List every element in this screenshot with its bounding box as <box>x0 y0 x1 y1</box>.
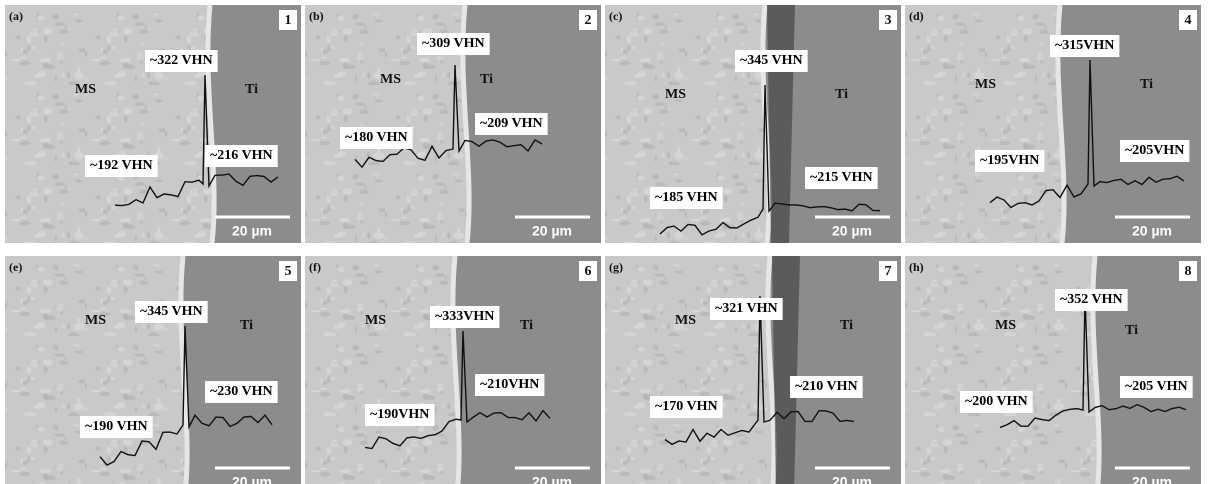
panel: (c) 3 MS Ti ~345 VHN ~185 VHN ~215 VHN 20 µm <box>605 5 901 243</box>
panel-letter: (a) <box>9 9 23 23</box>
ms-hardness: ~190VHN <box>370 407 429 422</box>
ti-label: Ti <box>520 318 533 333</box>
ms-label: MS <box>365 313 386 328</box>
panel-number: 2 <box>585 13 592 28</box>
panel: (e) 5 MS Ti ~345 VHN ~190 VHN ~230 VHN 20 µm <box>5 256 301 484</box>
ti-hardness: ~216 VHN <box>210 148 273 163</box>
ti-label: Ti <box>1125 323 1138 338</box>
panel-number: 7 <box>885 264 892 279</box>
scale-label: 20 µm <box>832 474 872 484</box>
peak-hardness: ~315VHN <box>1055 38 1114 53</box>
panel-number: 1 <box>285 13 292 28</box>
panel-number: 6 <box>585 264 592 279</box>
panel: (g) 7 MS Ti ~321 VHN ~170 VHN ~210 VHN 20 µm <box>605 256 901 484</box>
ti-hardness: ~205 VHN <box>1125 379 1188 394</box>
ti-label: Ti <box>245 82 258 97</box>
ti-label: Ti <box>480 72 493 87</box>
ms-hardness: ~190 VHN <box>85 419 148 434</box>
panel: (f) 6 MS Ti ~333VHN ~190VHN ~210VHN 20 µm <box>305 256 601 484</box>
ms-label: MS <box>75 82 96 97</box>
ms-hardness: ~200 VHN <box>965 394 1028 409</box>
ms-label: MS <box>380 72 401 87</box>
panel-letter: (e) <box>9 260 22 274</box>
panel: (a) 1 MS Ti ~322 VHN ~192 VHN ~216 VHN 20 µm <box>5 5 301 243</box>
ms-label: MS <box>975 77 996 92</box>
ms-hardness: ~170 VHN <box>655 399 718 414</box>
ti-hardness: ~205VHN <box>1125 143 1184 158</box>
ms-label: MS <box>665 87 686 102</box>
scale-label: 20 µm <box>532 223 572 239</box>
ms-label: MS <box>995 318 1016 333</box>
panel: (b) 2 MS Ti ~309 VHN ~180 VHN ~209 VHN 20 µm <box>305 5 601 243</box>
ms-label: MS <box>675 313 696 328</box>
scale-label: 20 µm <box>1132 474 1172 484</box>
scale-label: 20 µm <box>232 223 272 239</box>
peak-hardness: ~333VHN <box>435 309 494 324</box>
panel: (h) 8 MS Ti ~352 VHN ~200 VHN ~205 VHN 20 µm <box>905 256 1201 484</box>
ms-hardness: ~185 VHN <box>655 190 718 205</box>
ti-label: Ti <box>240 318 253 333</box>
panel-number: 4 <box>1185 13 1192 28</box>
ti-label: Ti <box>835 87 848 102</box>
ti-label: Ti <box>840 318 853 333</box>
ms-hardness: ~180 VHN <box>345 130 408 145</box>
ti-region <box>181 256 301 484</box>
scale-label: 20 µm <box>232 474 272 484</box>
peak-hardness: ~321 VHN <box>715 301 778 316</box>
panel-letter: (g) <box>609 260 623 274</box>
panel-letter: (h) <box>909 260 924 274</box>
ti-region <box>453 256 601 484</box>
scale-label: 20 µm <box>832 223 872 239</box>
ms-hardness: ~192 VHN <box>90 158 153 173</box>
ti-hardness: ~209 VHN <box>480 116 543 131</box>
panel-number: 8 <box>1185 264 1192 279</box>
panel-letter: (d) <box>909 9 924 23</box>
ms-label: MS <box>85 313 106 328</box>
ti-hardness: ~210 VHN <box>795 379 858 394</box>
panel-number: 3 <box>885 13 892 28</box>
panel-letter: (c) <box>609 9 622 23</box>
peak-hardness: ~322 VHN <box>150 53 213 68</box>
ti-hardness: ~230 VHN <box>210 384 273 399</box>
peak-hardness: ~345 VHN <box>740 53 803 68</box>
peak-hardness: ~345 VHN <box>140 304 203 319</box>
ti-region <box>208 5 301 243</box>
panel-number: 5 <box>285 264 292 279</box>
ti-label: Ti <box>1140 77 1153 92</box>
panel: (d) 4 MS Ti ~315VHN ~195VHN ~205VHN 20 µm <box>905 5 1201 243</box>
peak-hardness: ~309 VHN <box>422 36 485 51</box>
peak-hardness: ~352 VHN <box>1060 292 1123 307</box>
scale-label: 20 µm <box>1132 223 1172 239</box>
ti-hardness: ~210VHN <box>480 377 539 392</box>
ti-hardness: ~215 VHN <box>810 170 873 185</box>
panel-letter: (b) <box>309 9 324 23</box>
panel-letter: (f) <box>309 260 321 274</box>
figure: (a)1MSTi~322 VHN~192 VHN~216 VHN20 µm(b)… <box>0 0 1213 484</box>
ms-hardness: ~195VHN <box>980 153 1039 168</box>
scale-label: 20 µm <box>532 474 572 484</box>
